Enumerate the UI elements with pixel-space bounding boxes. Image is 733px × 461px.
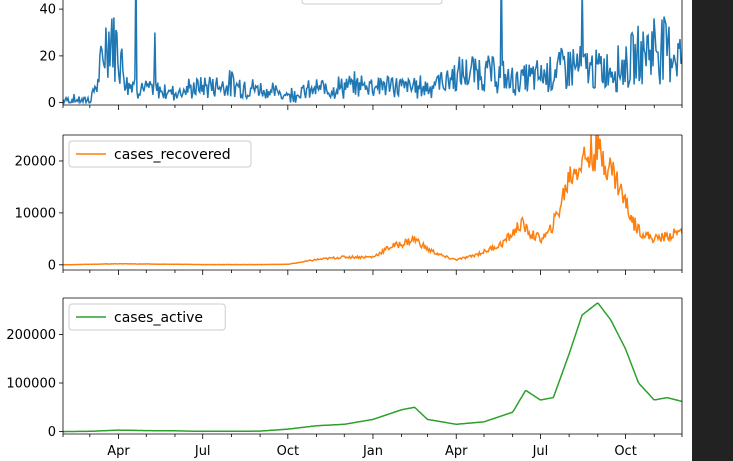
x-tick-label: Apr [107, 444, 130, 459]
legend-box [68, 140, 252, 168]
x-tick-label: Apr [445, 444, 468, 459]
legend-label: cases_recovered [114, 147, 231, 163]
y-tick-label: 200000 [6, 328, 56, 343]
legend: cases_recovered [68, 140, 252, 168]
x-tick-label: Jan [362, 444, 383, 459]
series-line [63, 302, 682, 433]
y-tick-label: 20000 [15, 154, 56, 169]
y-tick-label: 20 [39, 49, 56, 64]
y-tick-label: 40 [39, 3, 56, 18]
axes-frame [62, 0, 683, 106]
x-tick-label: Jul [532, 444, 549, 459]
legend-box [68, 303, 226, 331]
x-tick-label: Oct [277, 444, 299, 459]
y-tick-label: 0 [48, 258, 56, 273]
y-tick-label: 0 [48, 96, 56, 111]
legend-label: cases_active [114, 310, 203, 326]
x-tick-label: Oct [614, 444, 636, 459]
panel-cases-recovered: 0 10000 20000 cases_recovered [15, 134, 683, 275]
series-line [63, 135, 682, 266]
series-line [63, 0, 682, 105]
y-tick-label: 10000 [15, 206, 56, 221]
legend: cases_active [68, 303, 226, 331]
panel-cases-new: 0 20 40 [39, 0, 683, 111]
y-tick-label: 100000 [6, 377, 56, 392]
axes-frame [62, 297, 683, 435]
panel-cases-active: 0 100000 200000 Apr Jul Oct Jan Apr Jul Oct cases_… [6, 297, 683, 459]
legend-box [301, 0, 443, 5]
x-tick-label: Jul [194, 444, 211, 459]
y-tick-label: 0 [48, 425, 56, 440]
axes-frame [62, 134, 683, 271]
window-edge-strip [692, 0, 733, 461]
